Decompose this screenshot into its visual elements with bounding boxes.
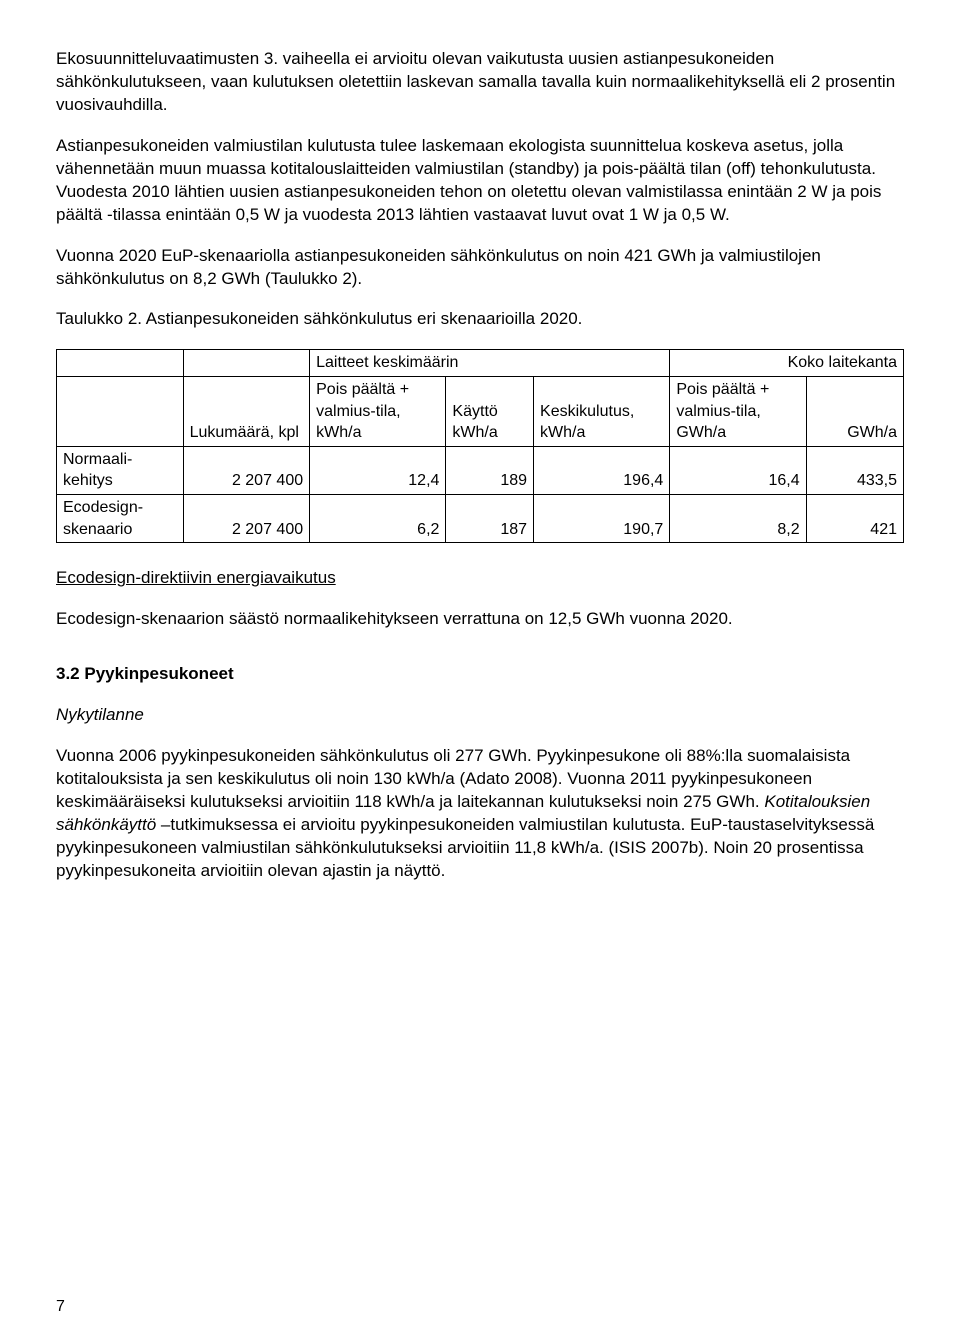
page-number: 7 (56, 1296, 65, 1318)
paragraph-2: Astianpesukoneiden valmiustilan kulutust… (56, 135, 904, 227)
th-kaytto: Käyttö kWh/a (446, 376, 534, 446)
th-blank-2 (183, 350, 310, 377)
cell-row1-pois2: 16,4 (670, 446, 806, 494)
th-gwh: GWh/a (806, 376, 903, 446)
th-keskikulutus: Keskikulutus, kWh/a (534, 376, 670, 446)
table-header-group-row: Laitteet keskimäärin Koko laitekanta (57, 350, 904, 377)
cell-row2-luku: 2 207 400 (183, 494, 310, 542)
cell-row2-gwh: 421 (806, 494, 903, 542)
cell-row1-kaytto: 189 (446, 446, 534, 494)
th-blank-3 (57, 376, 184, 446)
eco-text: Ecodesign-skenaarion säästö normaalikehi… (56, 608, 904, 631)
cell-row2-kaytto: 187 (446, 494, 534, 542)
table-energy-consumption: Laitteet keskimäärin Koko laitekanta Luk… (56, 349, 904, 543)
th-group-laitteet: Laitteet keskimäärin (310, 350, 670, 377)
th-pois-paalta-gwh: Pois päältä + valmius-tila, GWh/a (670, 376, 806, 446)
th-lukumaara: Lukumäärä, kpl (183, 376, 310, 446)
paragraph-4: Vuonna 2006 pyykinpesukoneiden sähkönkul… (56, 745, 904, 883)
th-group-koko: Koko laitekanta (670, 350, 904, 377)
table-header-row: Lukumäärä, kpl Pois päältä + valmius-til… (57, 376, 904, 446)
th-blank-1 (57, 350, 184, 377)
table-row: Ecodesign-skenaario 2 207 400 6,2 187 19… (57, 494, 904, 542)
cell-row2-keski: 190,7 (534, 494, 670, 542)
para4-part-c: –tutkimuksessa ei arvioitu pyykinpesukon… (56, 815, 874, 880)
nykytilanne-heading: Nykytilanne (56, 704, 904, 727)
para4-part-a: Vuonna 2006 pyykinpesukoneiden sähkönkul… (56, 746, 850, 811)
section-3-2-heading: 3.2 Pyykinpesukoneet (56, 663, 904, 686)
table-caption: Taulukko 2. Astianpesukoneiden sähkönkul… (56, 308, 904, 331)
cell-row2-pois: 6,2 (310, 494, 446, 542)
paragraph-3: Vuonna 2020 EuP-skenaariolla astianpesuk… (56, 245, 904, 291)
eco-heading: Ecodesign-direktiivin energiavaikutus (56, 567, 904, 590)
cell-row2-label: Ecodesign-skenaario (57, 494, 184, 542)
cell-row1-luku: 2 207 400 (183, 446, 310, 494)
table-row: Normaali-kehitys 2 207 400 12,4 189 196,… (57, 446, 904, 494)
cell-row1-pois: 12,4 (310, 446, 446, 494)
th-pois-paalta-kwh: Pois päältä + valmius-tila, kWh/a (310, 376, 446, 446)
cell-row1-label: Normaali-kehitys (57, 446, 184, 494)
paragraph-1: Ekosuunnitteluvaatimusten 3. vaiheella e… (56, 48, 904, 117)
cell-row2-pois2: 8,2 (670, 494, 806, 542)
cell-row1-keski: 196,4 (534, 446, 670, 494)
cell-row1-gwh: 433,5 (806, 446, 903, 494)
